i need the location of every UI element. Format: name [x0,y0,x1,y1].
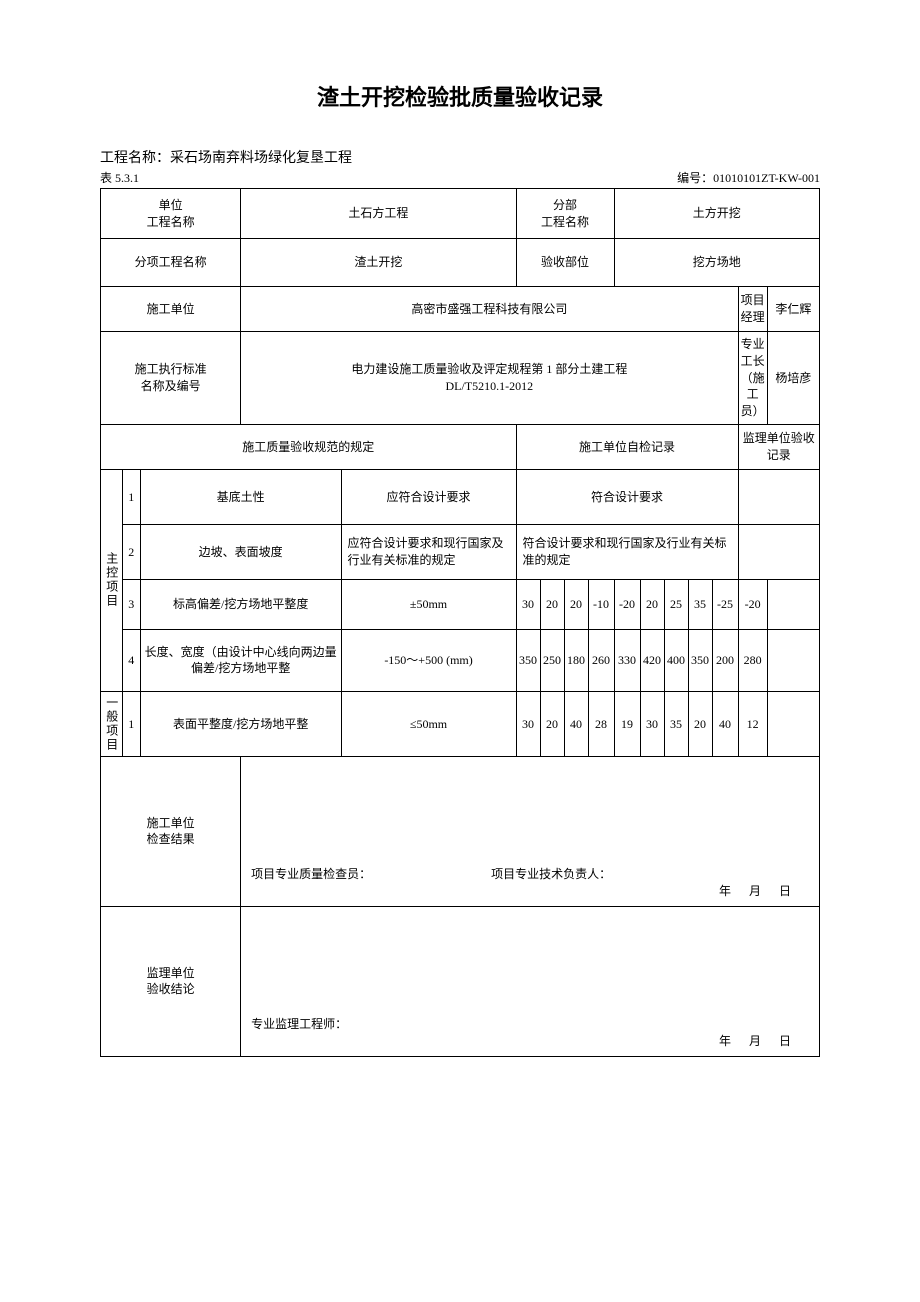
general-item-name: 表面平整度/挖方场地平整 [140,691,341,756]
val-cell: 40 [712,691,738,756]
main-item-spec: 应符合设计要求 [341,469,516,524]
main-item-no: 3 [122,579,140,629]
main-item-check: 符合设计要求 [516,469,738,524]
main-item-name: 标高偏差/挖方场地平整度 [140,579,341,629]
val-cell: 30 [516,579,540,629]
supervisor-eng-label: 专业监理工程师： [251,1016,347,1033]
construction-unit: 高密市盛强工程科技有限公司 [241,287,738,332]
val-cell: 12 [738,691,767,756]
main-item-name: 基底土性 [140,469,341,524]
val-cell: 25 [664,579,688,629]
supervisor-cell [767,579,819,629]
qc-inspector-label: 项目专业质量检查员： [251,866,371,883]
val-cell: -10 [588,579,614,629]
val-cell: 35 [688,579,712,629]
main-item-check: 符合设计要求和现行国家及行业有关标准的规定 [516,524,738,579]
unit-project-label: 单位 工程名称 [101,189,241,239]
tech-leader-label: 项目专业技术负责人： [491,866,611,883]
supervisor-result-label: 监理单位 验收结论 [101,906,241,1056]
val-cell: 250 [540,629,564,691]
supervisor-result-block: 专业监理工程师： 年月日 [241,906,820,1056]
project-name-label: 工程名称： [100,151,170,166]
project-name-value: 采石场南弃料场绿化复垦工程 [170,151,352,166]
supervisor-label: 监理单位验收记录 [738,424,819,469]
foreman-value: 杨培彦 [767,332,819,425]
record-table: 单位 工程名称 土石方工程 分部 工程名称 土方开挖 分项工程名称 渣土开挖 验… [100,188,820,1057]
val-cell: 19 [614,691,640,756]
val-cell: 35 [664,691,688,756]
val-cell: -20 [738,579,767,629]
date-slot: 年月日 [251,1033,809,1050]
spec-label: 施工质量验收规范的规定 [101,424,517,469]
val-cell: 40 [564,691,588,756]
main-item-no: 4 [122,629,140,691]
selfcheck-label: 施工单位自检记录 [516,424,738,469]
table-meta: 表 5.3.1 编号：01010101ZT-KW-001 [100,169,820,186]
val-cell: 180 [564,629,588,691]
pm-value: 李仁辉 [767,287,819,332]
main-item-spec: 应符合设计要求和现行国家及行业有关标准的规定 [341,524,516,579]
general-item-spec: ≤50mm [341,691,516,756]
main-item-no: 1 [122,469,140,524]
val-cell: 20 [564,579,588,629]
general-item-no: 1 [122,691,140,756]
main-item-no: 2 [122,524,140,579]
val-cell: 200 [712,629,738,691]
main-item-spec: ±50mm [341,579,516,629]
foreman-label: 专业工长 （施工员） [738,332,767,425]
supervisor-cell [767,629,819,691]
val-cell: 330 [614,629,640,691]
standard-value: 电力建设施工质量验收及评定规程第 1 部分土建工程 DL/T5210.1-201… [241,332,738,425]
val-cell: 30 [516,691,540,756]
supervisor-cell [738,469,819,524]
project-name-row: 工程名称：采石场南弃料场绿化复垦工程 [100,147,820,167]
supervisor-cell [767,691,819,756]
construction-unit-label: 施工单位 [101,287,241,332]
val-cell: 30 [640,691,664,756]
val-cell: 350 [516,629,540,691]
supervisor-cell [738,524,819,579]
accept-part: 挖方场地 [614,239,819,287]
val-cell: -20 [614,579,640,629]
val-cell: 20 [688,691,712,756]
construction-result-block: 项目专业质量检查员： 项目专业技术负责人： 年月日 [241,756,820,906]
val-cell: 28 [588,691,614,756]
accept-part-label: 验收部位 [516,239,614,287]
val-cell: 20 [540,579,564,629]
sub-project: 土方开挖 [614,189,819,239]
construction-result-label: 施工单位 检查结果 [101,756,241,906]
val-cell: 280 [738,629,767,691]
date-slot: 年月日 [251,883,809,900]
sub-project-label: 分部 工程名称 [516,189,614,239]
val-cell: 260 [588,629,614,691]
unit-project: 土石方工程 [241,189,516,239]
main-item-name: 边坡、表面坡度 [140,524,341,579]
item-project: 渣土开挖 [241,239,516,287]
main-group-label: 主控项目 [101,469,123,691]
main-item-spec: -150～+500 (mm) [341,629,516,691]
val-cell: 20 [540,691,564,756]
page-title: 渣土开挖检验批质量验收记录 [100,80,820,112]
doc-no: 编号：01010101ZT-KW-001 [677,169,820,186]
val-cell: 400 [664,629,688,691]
pm-label: 项目经理 [738,287,767,332]
general-group-label: 一般项目 [101,691,123,756]
main-item-name: 长度、宽度（由设计中心线向两边量偏差/挖方场地平整 [140,629,341,691]
val-cell: 20 [640,579,664,629]
standard-label: 施工执行标准 名称及编号 [101,332,241,425]
val-cell: 420 [640,629,664,691]
val-cell: 350 [688,629,712,691]
table-no: 表 5.3.1 [100,169,139,186]
item-project-label: 分项工程名称 [101,239,241,287]
val-cell: -25 [712,579,738,629]
